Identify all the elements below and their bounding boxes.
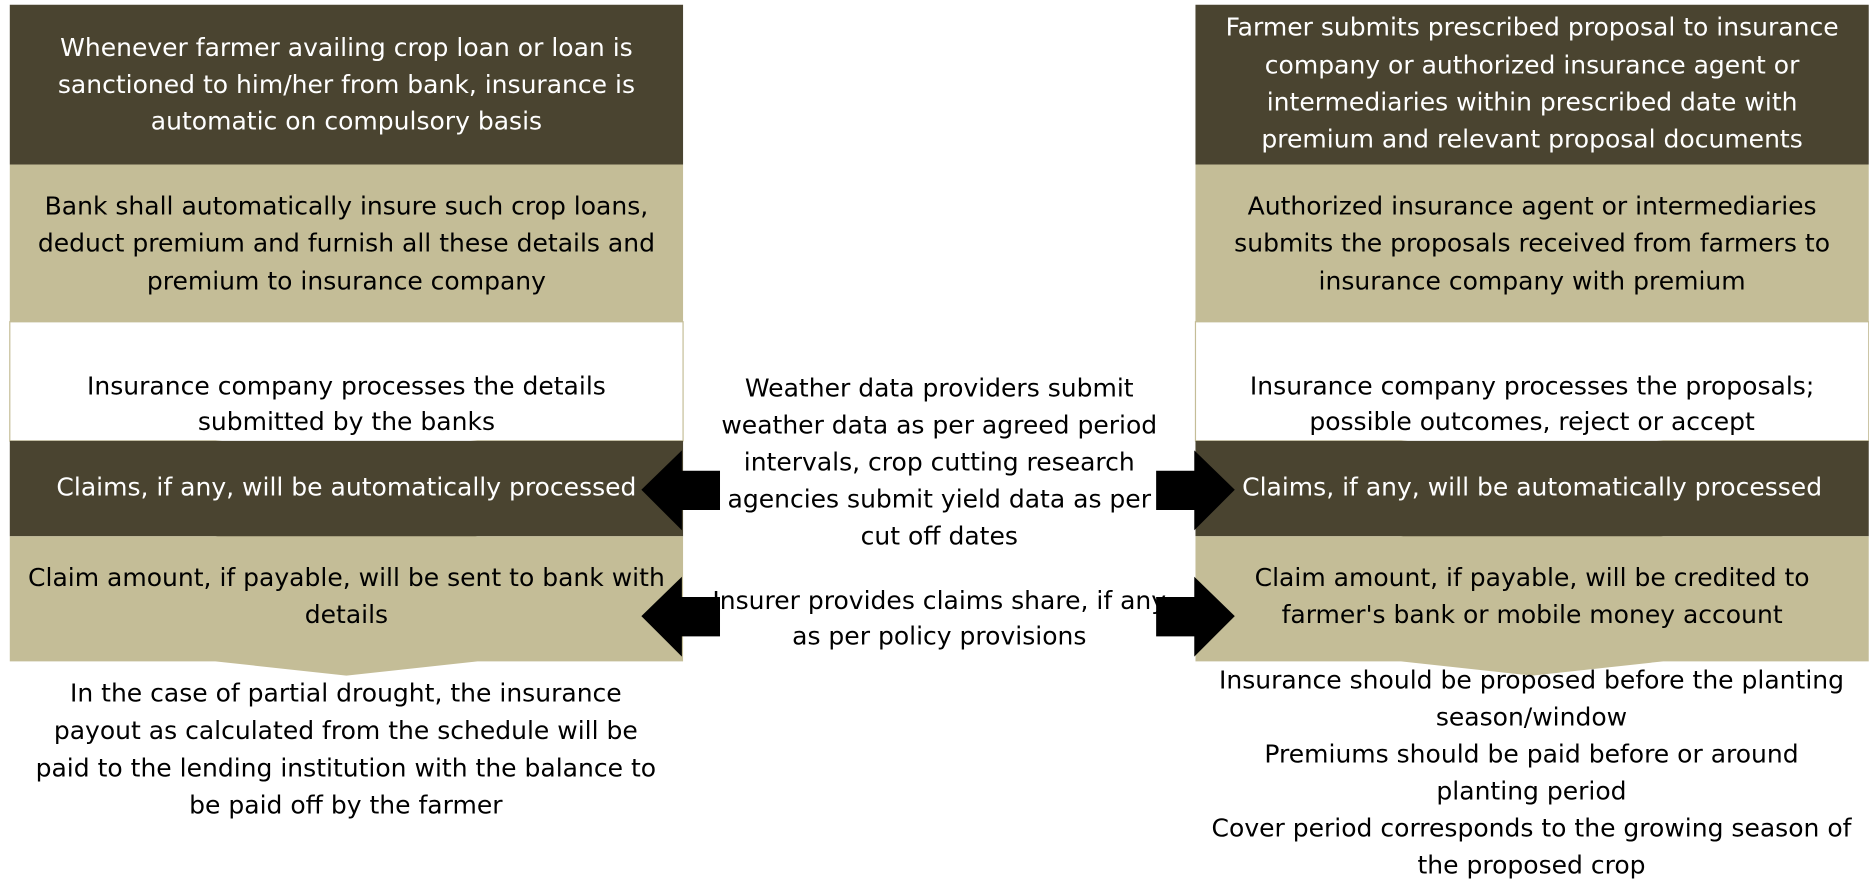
note-text: Premiums should be paid before or around (1264, 739, 1798, 768)
note-text: In the case of partial drought, the insu… (70, 679, 622, 708)
step-text: automatic on compulsory basis (151, 107, 542, 136)
step-text: deduct premium and furnish all these det… (38, 228, 655, 257)
step-text: Farmer submits prescribed proposal to in… (1226, 13, 1839, 42)
step-box (9, 536, 684, 676)
step-text: sanctioned to him/her from bank, insuran… (58, 70, 635, 99)
arrow-right (1156, 450, 1235, 531)
step-box (1195, 440, 1869, 551)
middle-text: Weather data providers submit (745, 374, 1134, 403)
step-text: company or authorized insurance agent or (1265, 51, 1800, 80)
middle-text: weather data as per agreed period (721, 411, 1157, 440)
step-text: details (305, 600, 388, 629)
note-text: season/window (1436, 703, 1627, 732)
step-text: Insurance company processes the details (87, 371, 606, 400)
note-text: Insurance should be proposed before the … (1219, 666, 1844, 695)
note-text: paid to the lending institution with the… (36, 753, 656, 782)
note-text: be paid off by the farmer (189, 791, 503, 820)
step-text: premium to insurance company (147, 266, 546, 295)
step-box (1195, 4, 1869, 179)
step-text: intermediaries within prescribed date wi… (1267, 88, 1798, 117)
note-text: Cover period corresponds to the growing … (1212, 813, 1853, 842)
middle-text: agencies submit yield data as per (728, 484, 1152, 513)
step-box (1195, 164, 1869, 337)
step-text: Claim amount, if payable, will be sent t… (28, 563, 665, 592)
note-text: the proposed crop (1417, 850, 1645, 879)
step-box (9, 440, 684, 551)
step-text: Claims, if any, will be automatically pr… (56, 473, 636, 502)
note-text: planting period (1436, 776, 1626, 805)
step-text: Claim amount, if payable, will be credit… (1255, 563, 1810, 592)
step-text: possible outcomes, reject or accept (1309, 407, 1755, 436)
middle-text: cut off dates (861, 521, 1018, 550)
step-text: Insurance company processes the proposal… (1250, 371, 1814, 400)
step-text: farmer's bank or mobile money account (1282, 600, 1783, 629)
step-text: premium and relevant proposal documents (1261, 125, 1802, 154)
step-text: Whenever farmer availing crop loan or lo… (60, 33, 633, 62)
note-text: payout as calculated from the schedule w… (54, 716, 638, 745)
step-box (9, 4, 684, 179)
step-box (9, 164, 684, 337)
step-text: submitted by the banks (198, 407, 495, 436)
middle-text: as per policy provisions (792, 622, 1086, 651)
arrow-left (641, 576, 721, 657)
middle-text: Insurer provides claims share, if any (712, 586, 1166, 615)
arrow-right (1156, 576, 1235, 657)
middle-text: intervals, crop cutting research (744, 448, 1135, 477)
step-box (1195, 536, 1869, 676)
step-text: submits the proposals received from farm… (1234, 228, 1830, 257)
step-text: Claims, if any, will be automatically pr… (1242, 473, 1822, 502)
step-text: Bank shall automatically insure such cro… (45, 191, 649, 220)
step-text: insurance company with premium (1319, 266, 1746, 295)
arrow-left (641, 450, 721, 531)
step-text: Authorized insurance agent or intermedia… (1248, 191, 1817, 220)
